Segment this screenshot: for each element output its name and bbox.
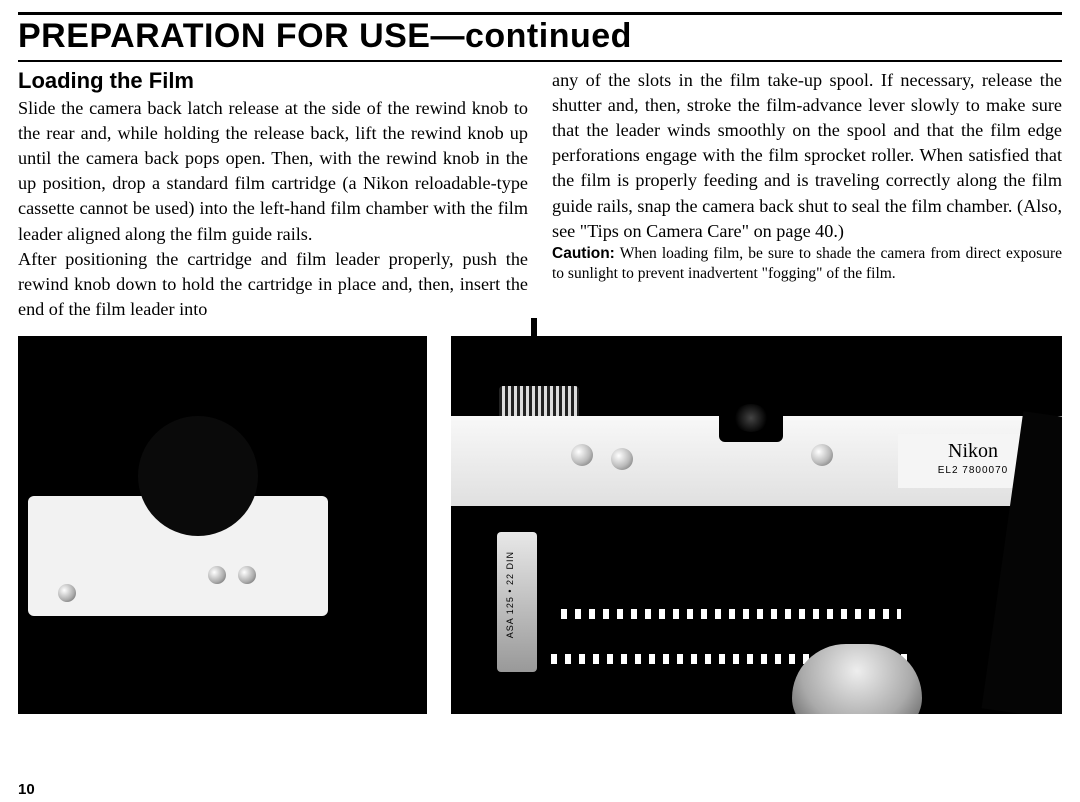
rivet-icon [208,566,226,584]
brand-label: Nikon [948,440,998,462]
rivet-icon [238,566,256,584]
left-column: Loading the Film Slide the camera back l… [18,68,528,322]
left-body: Slide the camera back latch release at t… [18,96,528,322]
image-row: Nikon EL2 7800070 ASA 125 • 22 DIN [18,336,1062,714]
right-body: any of the slots in the film take-up spo… [552,68,1062,244]
text-columns: Loading the Film Slide the camera back l… [18,68,1062,322]
left-paragraph-1: Slide the camera back latch release at t… [18,96,528,247]
film-guide-rail [561,609,901,619]
title-rule: PREPARATION FOR USE—continued [18,12,1062,62]
caution-text: Caution: When loading film, be sure to s… [552,244,1062,285]
caution-label: Caution: [552,245,615,262]
right-paragraph-1: any of the slots in the film take-up spo… [552,68,1062,244]
viewfinder-eyepiece [719,394,783,442]
left-paragraph-2: After positioning the cartridge and film… [18,247,528,322]
section-subheading: Loading the Film [18,68,528,94]
arrow-down-icon [531,336,547,358]
rivet-icon [58,584,76,602]
page-number: 10 [18,781,35,798]
film-asa-label: ASA 125 • 22 DIN [505,551,515,638]
photo-right-camera-back: Nikon EL2 7800070 ASA 125 • 22 DIN [451,336,1062,714]
page-title: PREPARATION FOR USE—continued [18,17,1062,56]
right-column: any of the slots in the film take-up spo… [552,68,1062,322]
caution-body: When loading film, be sure to shade the … [552,245,1062,282]
film-cartridge [497,532,537,672]
photo-left-camera-top [18,336,427,714]
